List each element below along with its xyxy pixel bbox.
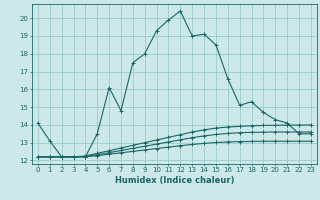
X-axis label: Humidex (Indice chaleur): Humidex (Indice chaleur) <box>115 176 234 185</box>
